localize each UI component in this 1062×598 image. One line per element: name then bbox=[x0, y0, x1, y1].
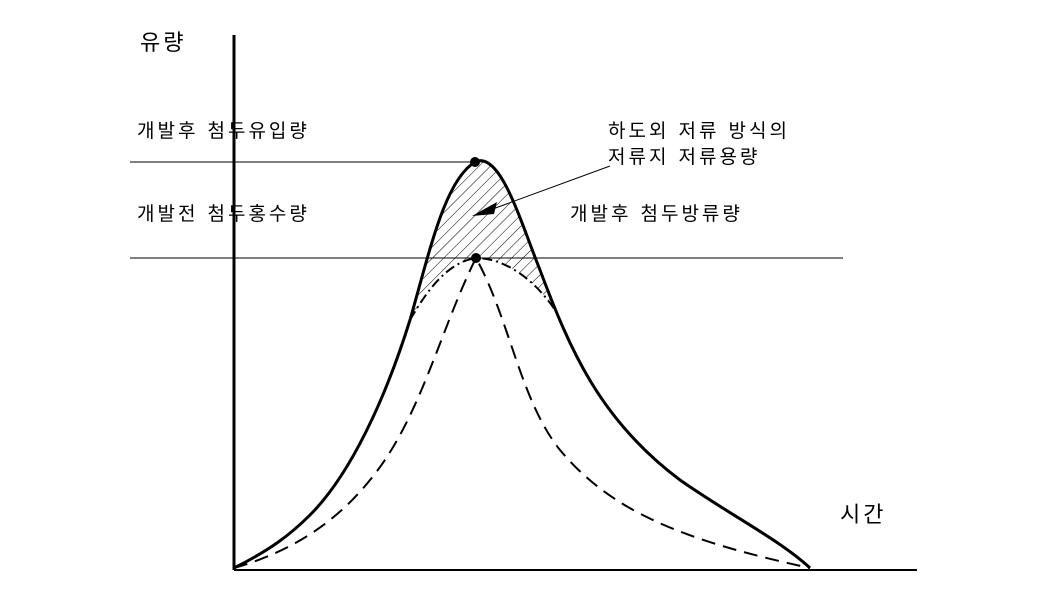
label: 개발전 첨두홍수량 bbox=[137, 203, 310, 225]
storage-area bbox=[410, 160, 555, 320]
label: 개발후 첨두유입량 bbox=[137, 120, 310, 142]
arrow-head bbox=[472, 202, 497, 216]
outflow-curve bbox=[409, 256, 556, 321]
x-axis-label: 시간 bbox=[840, 503, 886, 528]
peak-inflow-point bbox=[470, 157, 480, 167]
label: 저류지 저류용량 bbox=[608, 146, 760, 168]
y-axis-label: 유량 bbox=[140, 31, 186, 56]
label: 하도외 저류 방식의 bbox=[608, 120, 790, 142]
peak-outflow-point bbox=[471, 253, 481, 263]
pre-development-curve bbox=[233, 255, 811, 569]
leader-line bbox=[489, 165, 611, 211]
inflow-curve bbox=[233, 159, 812, 570]
label: 개발후 첨두방류량 bbox=[570, 203, 743, 225]
